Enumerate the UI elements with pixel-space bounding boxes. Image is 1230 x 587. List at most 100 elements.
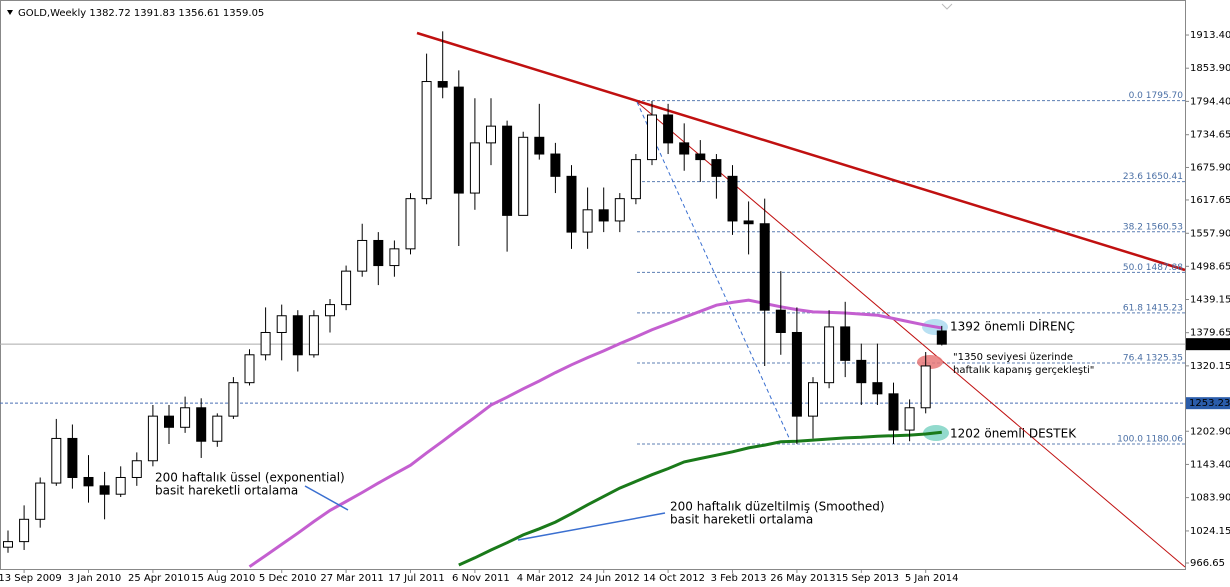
price-label: 1359.05 [1189,339,1230,350]
fib-label: 100.0 1180.06 [1117,434,1183,444]
candle-body [695,153,706,161]
menu-arrow[interactable] [7,10,13,15]
candle-body [308,315,319,356]
fib-anchor-line [636,101,791,441]
candle-body [3,541,13,548]
candle-body [920,365,931,409]
candle-body [743,220,754,225]
candle-body [679,142,690,155]
candle-body [260,331,271,356]
y-tick-label: 1439.15 [1190,294,1230,305]
x-tick-label: 15 Aug 2010 [191,573,255,584]
candle-body [373,239,384,267]
trend-line [416,31,1186,272]
y-tick-label: 1675.90 [1190,162,1230,173]
y-tick-label: 1557.90 [1190,228,1230,239]
price-label-box [1186,338,1230,351]
pointer-line [517,512,666,541]
annotation: 1392 önemli DİRENÇ [950,319,1075,334]
y-tick-label: 966.65 [1190,558,1225,569]
candle-body [566,175,577,233]
candle-body [936,330,947,345]
candle-body [276,315,287,333]
x-tick-label: 24 Jun 2012 [580,573,640,584]
candle-body [904,407,915,431]
y-tick-label: 1024.15 [1190,526,1230,537]
annotation: basit hareketli ortalama [670,513,813,527]
mark-layer [3,31,947,568]
candle-body [164,415,174,428]
x-tick-label: 5 Dec 2010 [259,573,317,584]
candle-body [840,326,851,361]
candle-body [357,239,368,272]
candle-body [872,382,883,395]
candle-body [469,142,480,194]
fib-label: 0.0 1795.70 [1129,91,1184,101]
x-tick-label: 6 Nov 2011 [452,573,510,584]
fib-label: 61.8 1415.23 [1123,303,1183,313]
candle-body [228,382,239,417]
y-tick-label: 1143.40 [1190,459,1230,470]
candle-body [389,248,400,267]
x-tick-label: 26 May 2013 [770,573,835,584]
candle-body [502,125,513,216]
candle-body [647,114,657,161]
price-label: 1253.23 [1189,398,1230,409]
x-tick-label: 5 Jan 2014 [905,573,959,584]
candle-body [759,223,770,311]
candle-body [453,86,464,194]
candle-body [115,476,126,495]
candle-body [341,270,352,306]
annotation: 200 haftalık düzeltilmiş (Smoothed) [670,500,885,514]
candle-body [824,326,835,384]
y-tick-label: 1379.65 [1190,328,1230,339]
x-tick-label: 4 Mar 2012 [517,573,574,584]
y-tick-label: 1202.90 [1190,426,1230,437]
candle-body [212,415,223,442]
x-tick-label: 15 Sep 2013 [836,573,899,584]
y-tick-label: 1794.40 [1190,96,1230,107]
candle-body [180,407,191,428]
candle-body [727,175,738,222]
chart-header: GOLD,Weekly 1382.72 1391.83 1356.61 1359… [18,8,264,19]
candle-body [131,460,142,478]
candle-body [630,159,641,200]
fib-label: 76.4 1325.35 [1123,353,1183,363]
candle-body [51,437,62,484]
y-tick-label: 1320.15 [1190,361,1230,372]
candle-body [856,359,867,384]
candle-body [791,331,802,417]
candle-body [19,518,30,543]
x-tick-label: 14 Oct 2012 [643,573,705,584]
pointer-line [304,485,349,511]
candle-body [711,159,722,177]
candle-body [598,209,609,222]
fib-label: 50.0 1487.88 [1123,263,1183,273]
x-tick-label: 27 Mar 2011 [320,573,383,584]
x-tick-label: 3 Feb 2013 [711,573,767,584]
y-tick-label: 1913.40 [1190,30,1230,41]
candle-body [67,437,78,478]
candle-body [534,136,545,155]
annotation: haftalık kapanış gerçekleşti" [953,365,1094,376]
candle-body [405,198,416,250]
candle-body [518,136,529,216]
candle-body [486,125,496,144]
x-tick-label: 3 Jan 2010 [68,573,122,584]
y-tick-label: 1617.65 [1190,195,1230,206]
x-tick-label: 17 Jul 2011 [388,573,445,584]
moving-average [458,430,942,567]
candle-body [292,315,303,356]
candle-body [35,482,46,520]
fib-label: 23.6 1650.41 [1123,172,1183,182]
candle-body [99,485,110,495]
candle-body [244,354,255,384]
y-tick-label: 1734.65 [1190,130,1230,141]
annotation: 200 haftalık üssel (exponential) [155,471,345,485]
annotation: 1202 önemli DESTEK [950,427,1077,441]
annotation: "1350 seviyesi üzerinde [953,352,1073,363]
candle-body [808,382,818,417]
scroll-icon[interactable] [941,3,953,10]
